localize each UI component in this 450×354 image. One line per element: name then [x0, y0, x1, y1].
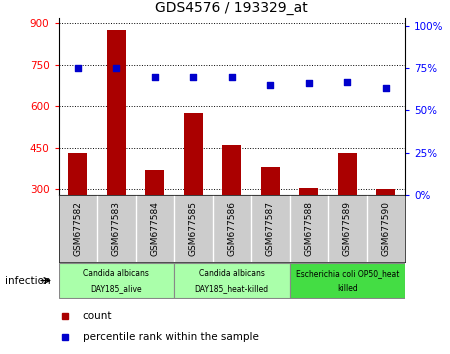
Text: GSM677589: GSM677589 [343, 201, 352, 256]
Bar [376, 189, 396, 272]
FancyBboxPatch shape [58, 263, 174, 298]
Bar [299, 188, 319, 272]
Text: percentile rank within the sample: percentile rank within the sample [83, 332, 259, 342]
Text: Escherichia coli OP50_heat: Escherichia coli OP50_heat [296, 269, 399, 278]
Bar [107, 30, 126, 272]
Point [344, 79, 351, 85]
Bar [145, 170, 164, 272]
Text: Candida albicans: Candida albicans [83, 269, 149, 278]
Title: GDS4576 / 193329_at: GDS4576 / 193329_at [155, 1, 308, 15]
Text: count: count [83, 311, 112, 321]
Text: GSM677586: GSM677586 [227, 201, 236, 256]
Text: GSM677588: GSM677588 [304, 201, 313, 256]
Bar [222, 145, 241, 272]
Point [382, 86, 389, 91]
Text: GSM677583: GSM677583 [112, 201, 121, 256]
Point [305, 81, 312, 86]
Point [189, 74, 197, 80]
Text: GSM677584: GSM677584 [150, 201, 159, 256]
Text: killed: killed [337, 284, 358, 293]
Text: GSM677582: GSM677582 [73, 201, 82, 256]
Point [228, 74, 235, 80]
FancyBboxPatch shape [289, 263, 405, 298]
Text: GSM677587: GSM677587 [266, 201, 275, 256]
Point [74, 65, 81, 71]
Bar [184, 113, 203, 272]
FancyBboxPatch shape [174, 263, 289, 298]
Bar [338, 153, 357, 272]
Text: infection: infection [4, 275, 50, 286]
Point [112, 65, 120, 71]
Text: GSM677585: GSM677585 [189, 201, 198, 256]
Text: DAY185_heat-killed: DAY185_heat-killed [195, 284, 269, 293]
Point [267, 82, 274, 88]
Bar [261, 167, 280, 272]
Bar [68, 153, 87, 272]
Text: GSM677590: GSM677590 [381, 201, 390, 256]
Text: Candida albicans: Candida albicans [199, 269, 265, 278]
Point [151, 74, 158, 80]
Text: DAY185_alive: DAY185_alive [90, 284, 142, 293]
